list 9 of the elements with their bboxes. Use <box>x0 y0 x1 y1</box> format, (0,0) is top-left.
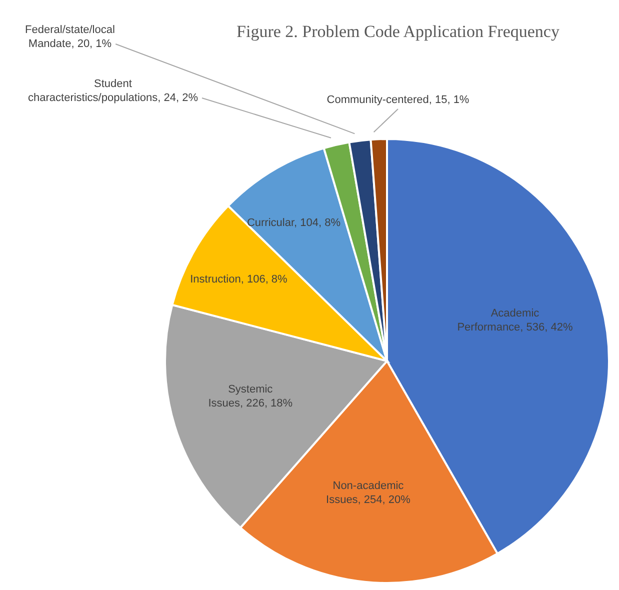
slice-label: Non-academic Issues, 254, 20% <box>326 480 411 506</box>
slice-label: Student characteristics/populations, 24, 2% <box>28 78 198 104</box>
slice-label: Systemic Issues, 226, 18% <box>208 383 293 410</box>
slice-label: Academic Performance, 536, 42% <box>457 308 573 334</box>
slice-label: Curricular, 104, 8% <box>246 216 341 229</box>
slice-label: Community-centered, 15, 1% <box>326 94 470 106</box>
chart-title: Figure 2. Problem Code Application Frequency <box>236 22 560 42</box>
slice-label: Federal/state/local Mandate, 20, 1% <box>25 24 115 50</box>
slice-label: Instruction, 106, 8% <box>190 274 288 286</box>
